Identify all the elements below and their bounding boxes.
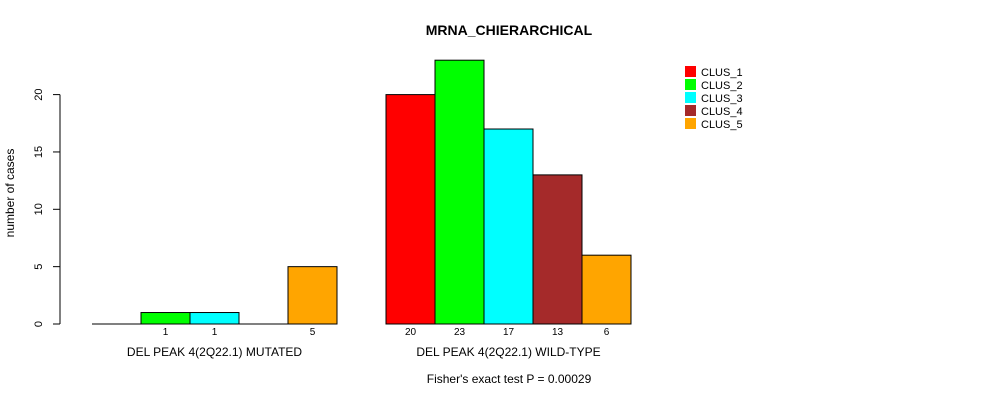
y-tick-label: 5 [33, 264, 45, 270]
bar-value-label: 23 [454, 327, 466, 338]
fisher-test-footnote: Fisher's exact test P = 0.00029 [427, 372, 592, 386]
bar-clus-5 [581, 254, 632, 325]
group-label: DEL PEAK 4(2Q22.1) WILD-TYPE [416, 345, 600, 359]
bar-clus-2 [434, 59, 485, 325]
bar-clus-5 [287, 266, 338, 325]
bar-clus-3 [483, 128, 534, 325]
legend-swatch [685, 66, 696, 77]
bar-value-label: 17 [503, 327, 515, 338]
bar-value-label: 20 [405, 327, 417, 338]
legend-label: CLUS_1 [701, 67, 743, 79]
legend-swatch [685, 92, 696, 103]
bars: 1 1 5 20 23 17 13 6 [92, 59, 632, 338]
y-tick-label: 15 [33, 146, 45, 158]
bar-value-label: 5 [310, 327, 316, 338]
chart-title: MRNA_CHIERARCHICAL [426, 22, 593, 38]
legend-label: CLUS_3 [701, 93, 743, 105]
bar-value-label: 1 [212, 327, 218, 338]
bar-value-label: 1 [163, 327, 169, 338]
y-axis: 0 5 10 15 20 [33, 88, 61, 327]
legend-label: CLUS_5 [701, 119, 743, 131]
bar-clus-3 [189, 312, 240, 325]
y-tick-label: 20 [33, 88, 45, 100]
legend-label: CLUS_4 [701, 106, 743, 118]
legend-label: CLUS_2 [701, 80, 743, 92]
bar-value-label: 6 [604, 327, 610, 338]
bar-value-label: 13 [552, 327, 564, 338]
bar-clus-4 [532, 174, 583, 325]
y-tick-label: 10 [33, 203, 45, 215]
legend-swatch [685, 79, 696, 90]
y-axis-label: number of cases [3, 149, 17, 238]
bar-clus-2 [140, 312, 191, 325]
legend-swatch [685, 118, 696, 129]
group-label: DEL PEAK 4(2Q22.1) MUTATED [127, 345, 302, 359]
legend-swatch [685, 105, 696, 116]
y-tick-label: 0 [33, 321, 45, 327]
bar-clus-1 [385, 94, 436, 325]
group-labels: DEL PEAK 4(2Q22.1) MUTATED DEL PEAK 4(2Q2… [127, 345, 601, 359]
